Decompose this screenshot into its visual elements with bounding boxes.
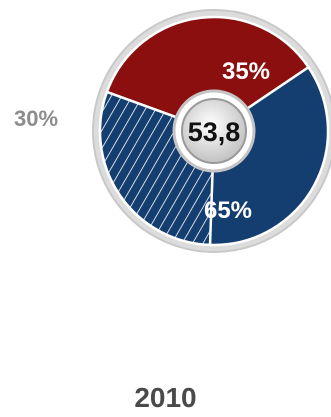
year-label: 2010	[134, 382, 197, 413]
hatched-portion-label: 30%	[14, 106, 59, 131]
donut-chart-svg: 53,8 35% 65%	[92, 9, 331, 253]
pie-slice-red	[105, 15, 311, 133]
slice-label-blue: 65%	[204, 197, 252, 224]
donut-chart: 53,8 35% 65% 30%	[14, 9, 331, 253]
slice-label-red: 35%	[222, 58, 270, 85]
center-value-label: 53,8	[188, 117, 241, 147]
center-hub	[181, 98, 247, 164]
